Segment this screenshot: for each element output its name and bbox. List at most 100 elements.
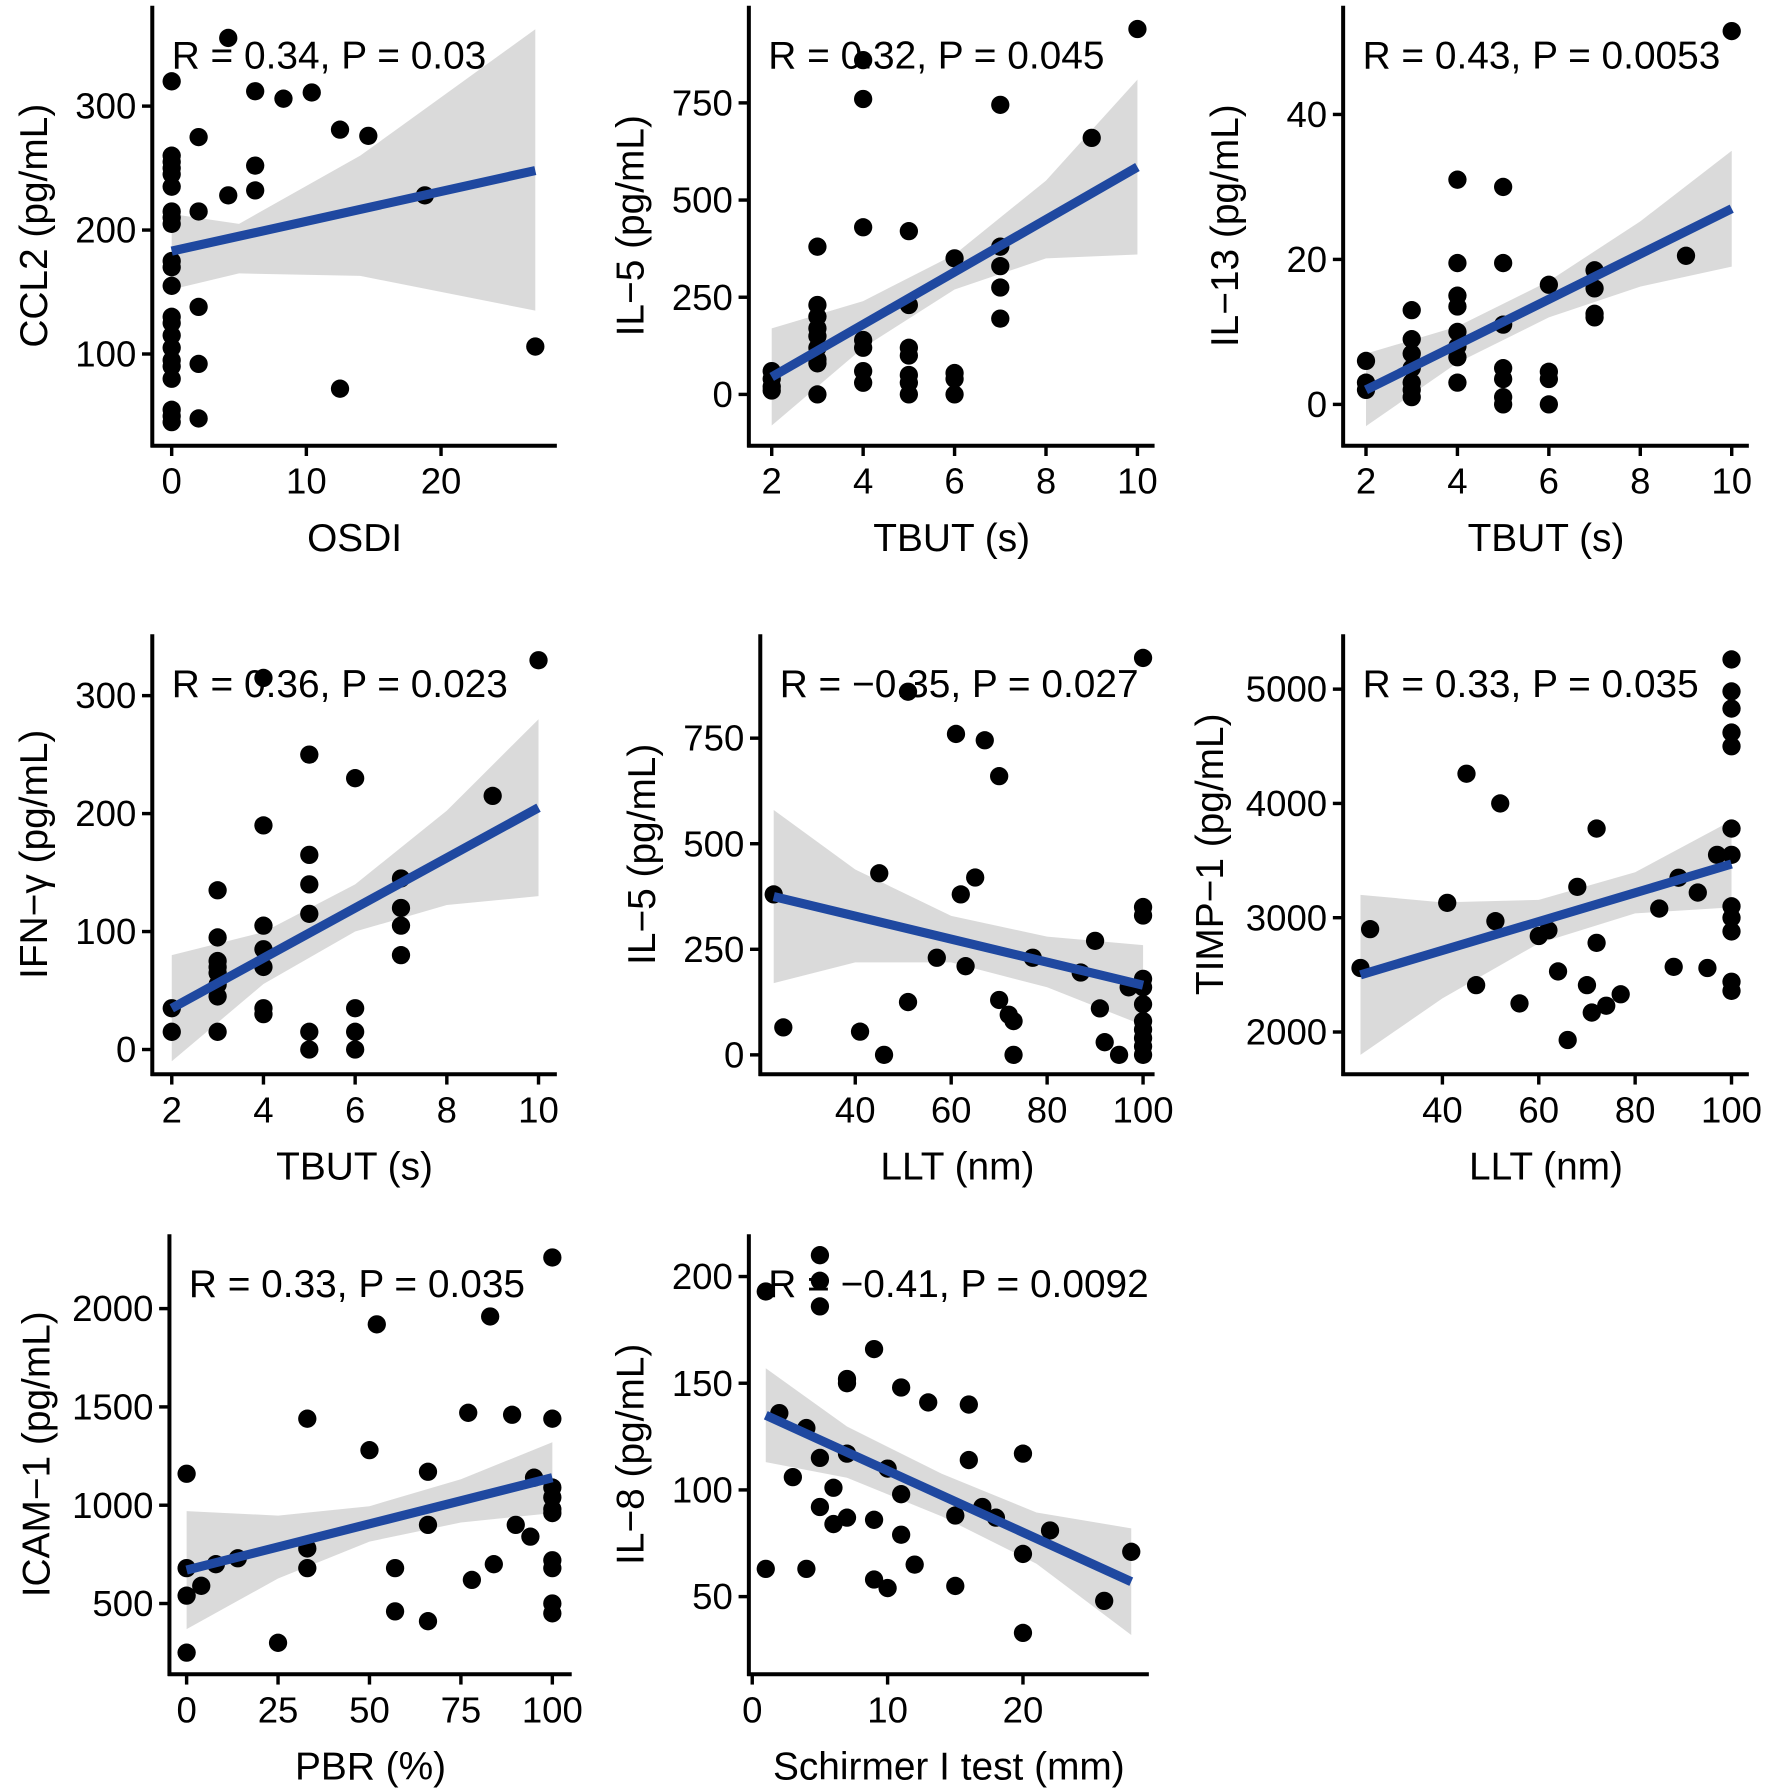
data-point <box>956 957 975 976</box>
data-point <box>1587 819 1606 838</box>
x-tick-label: 25 <box>258 1689 299 1730</box>
data-point <box>783 1467 802 1487</box>
data-point <box>385 1602 405 1621</box>
x-tick-label: 40 <box>835 1089 876 1130</box>
data-point <box>189 127 208 147</box>
data-point <box>506 1515 525 1535</box>
panel-2: 2 4 6 8 10 0 250 500 750 TBUT (s) IL−5 (pg/mL) R = … <box>610 5 1158 560</box>
data-point <box>418 1515 438 1535</box>
data-point <box>824 1478 843 1497</box>
data-point <box>219 28 238 48</box>
data-point <box>1722 650 1741 669</box>
panel-1: 0 10 20 100 200 300 OSDI CCL2 (pg/mL) R = 0.34, … <box>13 5 557 560</box>
regression-line <box>169 803 541 1013</box>
x-tick-label: 10 <box>1117 461 1158 502</box>
data-point <box>1448 170 1467 189</box>
y-tick-label: 0 <box>116 1029 136 1070</box>
data-point <box>927 948 946 967</box>
data-point <box>300 904 319 923</box>
data-point <box>808 385 827 404</box>
data-point <box>990 767 1009 786</box>
data-point <box>959 1450 978 1470</box>
y-tick-label: 20 <box>1286 239 1327 280</box>
x-tick-label: 4 <box>253 1089 273 1130</box>
data-point <box>774 1018 793 1037</box>
data-point <box>418 1462 438 1481</box>
data-point <box>1004 1045 1023 1065</box>
data-point <box>208 881 227 900</box>
x-tick-label: 80 <box>1615 1089 1656 1130</box>
data-point <box>810 1448 830 1468</box>
data-point <box>1013 1444 1033 1463</box>
data-point <box>189 297 208 317</box>
x-tick-label: 4 <box>853 461 873 502</box>
y-tick-label: 500 <box>683 823 744 864</box>
data-point <box>1486 912 1505 931</box>
x-tick-label: 60 <box>931 1089 972 1130</box>
data-point <box>391 916 411 935</box>
correlation-annotation: R = 0.36, P = 0.023 <box>172 663 508 706</box>
data-point <box>268 1633 288 1652</box>
data-point <box>946 1576 965 1596</box>
data-point <box>1448 253 1467 273</box>
data-point <box>808 354 827 373</box>
data-point <box>298 1409 317 1428</box>
y-axis-label: IL−5 (pg/mL) <box>621 744 664 965</box>
data-point <box>391 898 411 918</box>
data-point <box>543 1558 562 1578</box>
panel-8: 0 10 20 50 100 150 200 Schirmer I test (mm) IL−8… <box>610 1234 1149 1788</box>
data-point <box>1356 351 1376 371</box>
data-point <box>177 1464 196 1483</box>
data-point <box>1122 1542 1141 1561</box>
x-tick-label: 100 <box>1701 1089 1762 1130</box>
x-tick-label: 10 <box>867 1689 908 1730</box>
data-point <box>246 181 265 200</box>
data-point <box>300 875 319 894</box>
x-tick-label: 75 <box>441 1689 482 1730</box>
data-point <box>543 1248 562 1267</box>
x-tick-label: 40 <box>1422 1089 1463 1130</box>
data-point <box>346 1040 365 1059</box>
data-point <box>1402 330 1421 349</box>
confidence-band <box>186 1442 553 1630</box>
data-point <box>254 1004 273 1024</box>
data-point <box>1698 958 1717 978</box>
data-point <box>162 258 181 277</box>
y-tick-label: 250 <box>683 929 744 970</box>
data-point <box>298 1558 317 1578</box>
y-tick-label: 100 <box>75 334 136 375</box>
data-point <box>208 1022 227 1041</box>
data-point <box>1585 308 1604 327</box>
y-tick-label: 0 <box>713 374 733 415</box>
x-tick-label: 2 <box>762 461 782 502</box>
x-tick-label: 20 <box>421 461 462 502</box>
data-point <box>1722 682 1741 701</box>
data-point <box>526 337 545 356</box>
data-point <box>854 338 873 357</box>
data-point <box>1013 1623 1033 1643</box>
data-point <box>1494 369 1513 389</box>
y-tick-label: 0 <box>724 1034 744 1075</box>
data-point <box>1466 976 1486 995</box>
data-point <box>878 1578 897 1598</box>
data-point <box>1722 908 1741 927</box>
x-tick-label: 20 <box>1003 1689 1044 1730</box>
y-tick-label: 2000 <box>72 1288 153 1329</box>
data-point <box>162 72 181 91</box>
data-point <box>543 1503 562 1523</box>
data-point <box>870 864 889 883</box>
x-tick-label: 0 <box>176 1689 196 1730</box>
data-point <box>1510 994 1529 1013</box>
data-point <box>899 222 918 241</box>
data-point <box>899 346 918 365</box>
correlation-annotation: R = 0.34, P = 0.03 <box>172 35 487 78</box>
y-tick-label: 200 <box>75 793 136 834</box>
data-point <box>300 1022 319 1041</box>
correlation-annotation: R = −0.35, P = 0.027 <box>780 663 1139 706</box>
data-point <box>1539 369 1558 389</box>
data-point <box>837 1508 857 1527</box>
y-tick-label: 300 <box>75 675 136 716</box>
data-point <box>330 120 350 139</box>
data-point <box>300 845 319 865</box>
data-point <box>543 1409 562 1428</box>
